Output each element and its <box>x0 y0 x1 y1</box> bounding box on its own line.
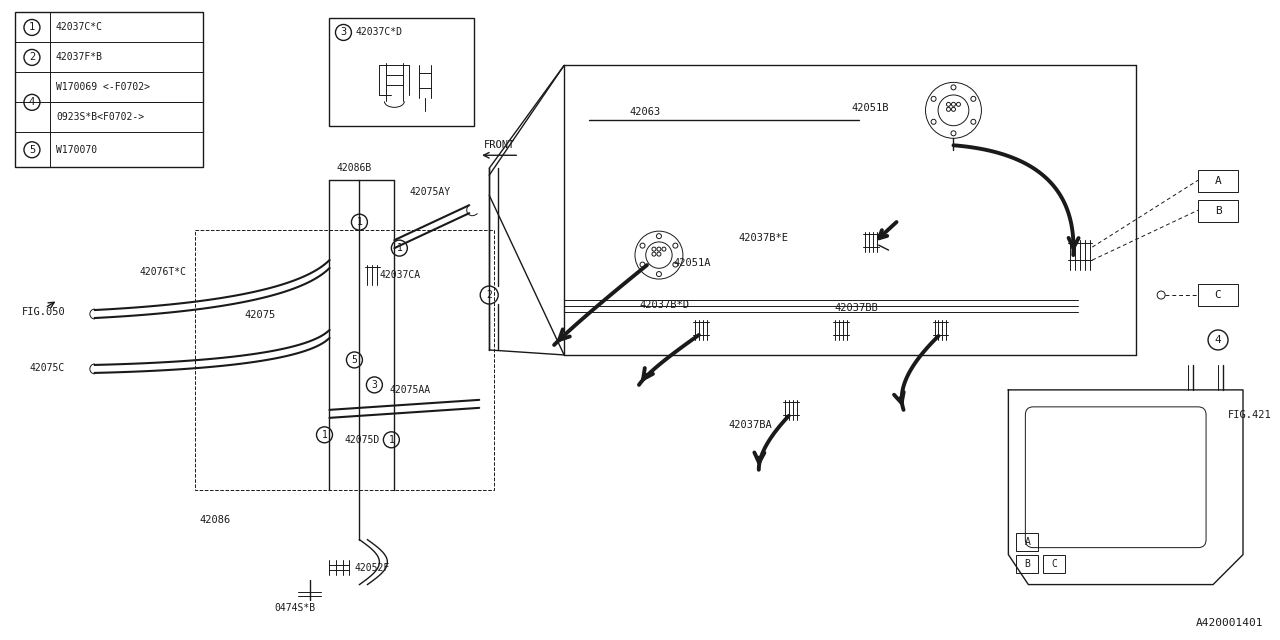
Text: A420001401: A420001401 <box>1196 618 1263 627</box>
Text: 5: 5 <box>29 145 35 155</box>
Text: B: B <box>1024 559 1030 568</box>
Text: FIG.050: FIG.050 <box>22 307 65 317</box>
Text: C: C <box>1051 559 1057 568</box>
Text: 1: 1 <box>29 22 35 33</box>
Text: 42075D: 42075D <box>344 435 380 445</box>
Text: 1: 1 <box>388 435 394 445</box>
Text: 42037B*E: 42037B*E <box>739 233 788 243</box>
Text: 42086B: 42086B <box>337 163 372 173</box>
Text: 1: 1 <box>321 430 328 440</box>
Text: W170070: W170070 <box>56 145 97 155</box>
Text: 42051A: 42051A <box>673 258 712 268</box>
Text: 0474S*B: 0474S*B <box>274 602 315 612</box>
Text: 42037CA: 42037CA <box>379 270 421 280</box>
Text: 4: 4 <box>29 97 35 108</box>
Text: 42076T*C: 42076T*C <box>140 267 187 277</box>
Text: 42075: 42075 <box>244 310 276 320</box>
Text: A: A <box>1024 537 1030 547</box>
Text: 0923S*B<F0702->: 0923S*B<F0702-> <box>56 113 145 122</box>
Text: 42063: 42063 <box>628 108 660 117</box>
Text: 4: 4 <box>1215 335 1221 345</box>
Bar <box>1198 170 1238 192</box>
Text: 42037BB: 42037BB <box>835 303 878 313</box>
Text: FRONT: FRONT <box>484 140 515 150</box>
Text: 2: 2 <box>486 290 492 300</box>
Bar <box>195 230 494 490</box>
Bar <box>1016 555 1038 573</box>
Bar <box>1016 532 1038 550</box>
Text: 3: 3 <box>371 380 378 390</box>
Text: B: B <box>1215 206 1221 216</box>
Bar <box>1198 284 1238 306</box>
Text: FIG.421: FIG.421 <box>1228 410 1272 420</box>
Text: A: A <box>1215 176 1221 186</box>
Text: W170069 <-F0702>: W170069 <-F0702> <box>56 83 150 92</box>
Text: 5: 5 <box>352 355 357 365</box>
Bar <box>1198 200 1238 222</box>
Bar <box>15 13 202 167</box>
Text: 42051B: 42051B <box>851 103 888 113</box>
Text: 42075AA: 42075AA <box>389 385 430 395</box>
Text: 42075AY: 42075AY <box>410 188 451 197</box>
Bar <box>329 19 474 126</box>
Text: 42037C*C: 42037C*C <box>56 22 102 33</box>
Text: 42037C*D: 42037C*D <box>356 28 402 38</box>
Text: 42086: 42086 <box>200 515 230 525</box>
Text: 42052F: 42052F <box>355 563 389 573</box>
Text: 3: 3 <box>340 28 347 38</box>
Text: 42037BA: 42037BA <box>728 420 773 430</box>
Text: 42037B*D: 42037B*D <box>639 300 689 310</box>
Text: 1: 1 <box>397 243 402 253</box>
Bar <box>1043 555 1065 573</box>
Text: 1: 1 <box>357 217 362 227</box>
Text: C: C <box>1215 290 1221 300</box>
Text: 2: 2 <box>29 52 35 63</box>
Text: 42037F*B: 42037F*B <box>56 52 102 63</box>
Text: 42075C: 42075C <box>29 363 65 373</box>
